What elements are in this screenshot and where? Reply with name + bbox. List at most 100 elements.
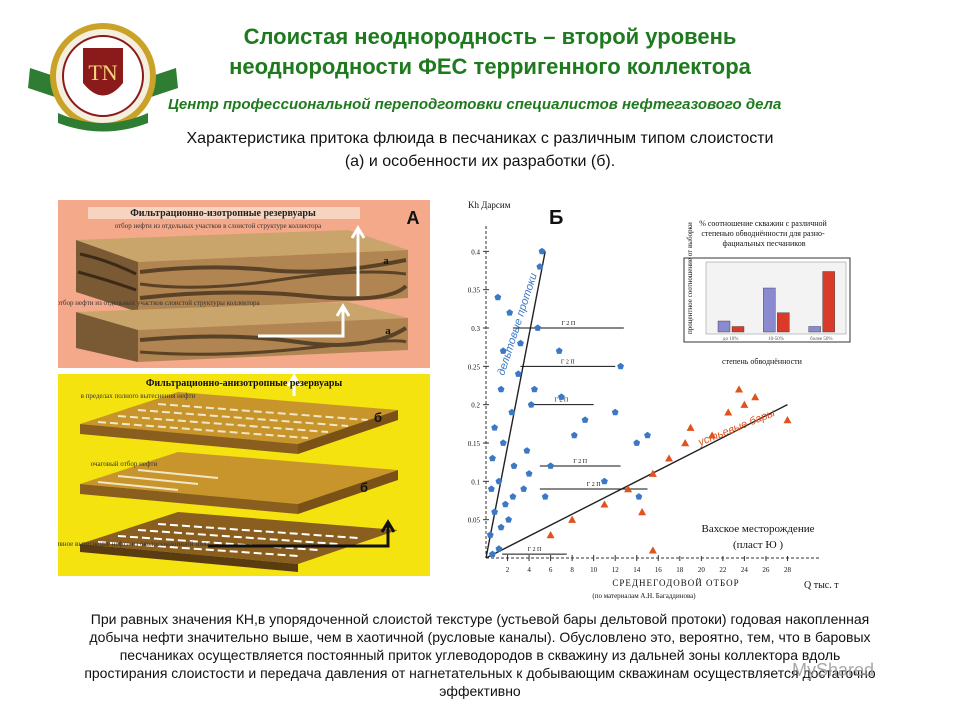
trend-line-deltas xyxy=(485,251,546,559)
deltaic-point xyxy=(494,293,502,301)
deltaic-point xyxy=(555,347,563,354)
footer-line-5: эффективно xyxy=(439,683,521,699)
series-label-bars: устьевые бары xyxy=(696,407,777,449)
slab-middle xyxy=(80,452,398,514)
deltaic-point xyxy=(531,385,538,393)
inset-ylabel: процентное соотношение от выборки xyxy=(686,222,694,334)
annotation-line-1: Вахское месторождение xyxy=(702,523,815,535)
series-label-deltaic: дельтовые протоки xyxy=(495,272,539,377)
inset-title-line: % соотношение скважин с различной степен… xyxy=(699,219,829,248)
flow-arrow-right xyxy=(258,303,351,338)
inset-bar xyxy=(717,320,731,333)
deltaic-point xyxy=(491,508,498,515)
deltaic-point xyxy=(486,531,494,538)
svg-text:TN: TN xyxy=(88,60,117,85)
x-tick-label: 18 xyxy=(676,566,684,574)
inset-category-label: 10-50% xyxy=(768,337,784,342)
slab-upper xyxy=(80,392,398,454)
deltaic-point xyxy=(499,439,507,446)
chart-xlabel: СРЕДНЕГОДОВОЙ ОТБОР xyxy=(612,578,739,588)
footer-line-2: добыча нефти значительно выше, чем в хао… xyxy=(89,629,871,645)
block-label-a-1: а xyxy=(383,255,389,267)
bar-point xyxy=(568,515,577,523)
y-tick-label: 0.35 xyxy=(468,287,481,295)
range-segment-label: Г 2 П xyxy=(561,359,575,365)
bar-point xyxy=(638,508,647,516)
flow-arrow-up xyxy=(350,225,366,296)
bar-point xyxy=(735,385,744,393)
deltaic-point xyxy=(520,485,528,492)
inset-xlabel: степень обводнённости xyxy=(722,357,803,366)
deltaic-point xyxy=(510,462,518,469)
deltaic-point xyxy=(508,408,516,416)
panel-a-title: Фильтрационно-изотропные резервуары xyxy=(130,208,316,219)
panel-b-note-bottom: активное вытеснение нефти из околоскважи… xyxy=(58,540,210,548)
layered-block-lower xyxy=(76,302,408,362)
deltaic-point xyxy=(495,477,503,485)
bar-point xyxy=(751,393,760,401)
deltaic-point xyxy=(517,339,524,347)
deltaic-point xyxy=(644,431,651,439)
footer-line-3: песчаниках осуществляется постоянный при… xyxy=(119,647,841,663)
title-line-1: Слоистая неоднородность – второй уровень xyxy=(243,24,737,49)
panel-b-note-top: в пределах полного вытеснения нефти xyxy=(81,392,196,400)
deltaic-point xyxy=(601,477,608,485)
slab-lower xyxy=(80,512,398,572)
block-label-a-2: а xyxy=(385,325,391,337)
inset-bar xyxy=(763,287,776,333)
deltaic-point xyxy=(523,447,531,454)
deltaic-point xyxy=(527,401,535,408)
panel-b-title: Фильтрационно-анизотропные резервуары xyxy=(146,378,343,389)
deltaic-point xyxy=(557,393,565,400)
slide-heading: Характеристика притока флюида в песчаник… xyxy=(60,127,900,173)
panel-a-letter: А xyxy=(407,208,420,228)
deltaic-point xyxy=(491,424,498,431)
deltaic-point xyxy=(514,370,522,377)
y-tick-label: 0.1 xyxy=(471,478,480,486)
layered-block-upper xyxy=(76,230,408,312)
chart-x-unit: Q тыс. т xyxy=(804,580,839,591)
y-tick-label: 0.15 xyxy=(468,440,481,448)
deltaic-point xyxy=(538,247,546,255)
x-tick-label: 12 xyxy=(612,566,620,574)
x-tick-label: 10 xyxy=(590,566,598,574)
inset-chart: % соотношение скважин с различной степен… xyxy=(683,219,851,366)
x-tick-label: 6 xyxy=(549,566,553,574)
x-tick-label: 20 xyxy=(698,566,706,574)
range-segment-label: Г 2 П xyxy=(573,459,587,465)
deltaic-point xyxy=(534,324,542,331)
bar-point xyxy=(648,546,657,554)
panel-a-note-mid: отбор нефти из отдельных участков слоист… xyxy=(58,299,260,307)
deltaic-point xyxy=(611,408,619,416)
y-tick-label: 0.2 xyxy=(471,402,480,410)
bar-point xyxy=(686,423,695,431)
bar-point xyxy=(648,469,657,477)
flow-arrow-b-bottom xyxy=(208,519,396,548)
watermark: MyShared xyxy=(792,660,875,680)
chart-xlabel-note: (по материалам А.Н. Багаддинова) xyxy=(592,592,696,600)
deltaic-point xyxy=(497,523,505,531)
inset-category-label: до 10% xyxy=(723,337,738,342)
deltaic-point xyxy=(502,500,509,508)
deltaic-point xyxy=(489,454,496,462)
flow-arrow-b-top xyxy=(286,374,302,387)
inset-bar xyxy=(808,326,821,333)
trend-line-bars xyxy=(485,404,788,559)
panel-a-isotropic: Фильтрационно-изотропные резервуары отбо… xyxy=(58,200,430,368)
bar-point xyxy=(624,485,633,493)
deltaic-point xyxy=(495,545,503,552)
deltaic-point xyxy=(570,431,578,439)
y-tick-label: 0.05 xyxy=(468,517,481,525)
deltaic-point xyxy=(581,416,589,423)
annotation-line-2: (пласт Ю ) xyxy=(733,539,783,551)
x-tick-label: 22 xyxy=(719,566,727,574)
deltaic-point xyxy=(617,362,624,370)
x-tick-label: 14 xyxy=(633,566,641,574)
x-tick-label: 28 xyxy=(784,566,792,574)
range-segment-label: Г 2 П xyxy=(587,482,601,488)
panel-b-note-mid: очаговый отбор нефти xyxy=(91,460,158,468)
deltaic-point xyxy=(489,550,496,558)
footer-line-4: простирания слоистости и передача давлен… xyxy=(84,665,876,681)
y-tick-label: 0.3 xyxy=(471,325,480,333)
deltaic-point xyxy=(505,516,512,523)
